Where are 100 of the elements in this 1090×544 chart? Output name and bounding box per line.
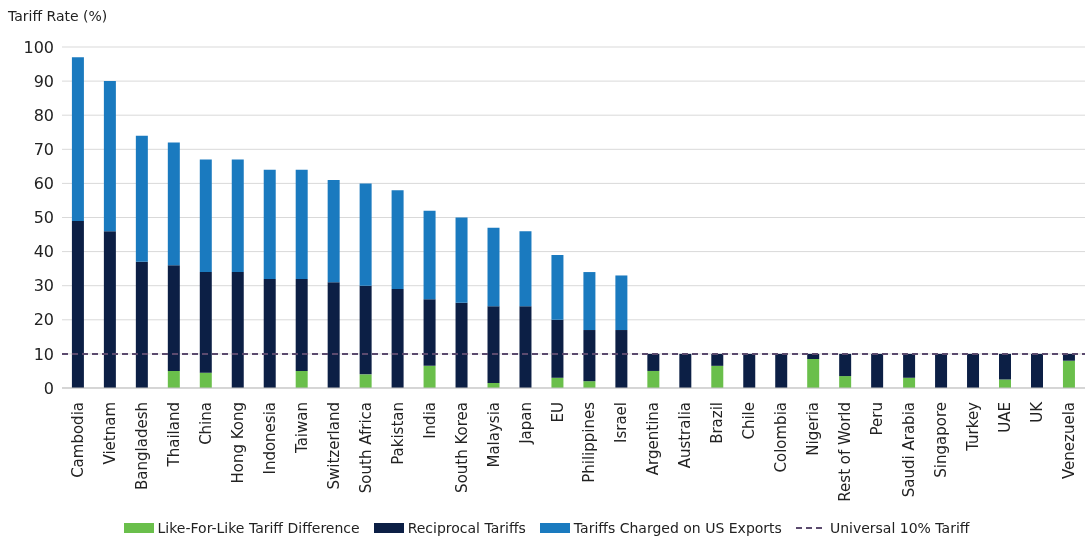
x-tick-label: Turkey	[964, 401, 983, 452]
x-tick-label: Saudi Arabia	[900, 402, 919, 498]
x-tick-label: Colombia	[772, 402, 791, 473]
bar	[135, 261, 148, 388]
bar	[71, 220, 84, 388]
bar	[871, 353, 884, 388]
bar	[519, 231, 532, 307]
bar	[199, 159, 212, 273]
x-tick-label: Hong Kong	[228, 402, 247, 484]
legend-label: Tariffs Charged on US Exports	[573, 520, 782, 536]
x-tick-label: China	[196, 402, 215, 445]
bar	[839, 376, 852, 388]
bar	[103, 231, 116, 388]
bar	[263, 169, 276, 279]
x-tick-label: Venezuela	[1060, 402, 1079, 480]
x-tick-label: Thailand	[164, 402, 183, 468]
bar	[839, 353, 852, 377]
bar	[743, 353, 756, 388]
bar	[167, 370, 180, 388]
bar	[935, 353, 948, 388]
bar	[807, 359, 820, 388]
x-tick-label: Brazil	[708, 402, 727, 444]
y-tick-label: 90	[33, 71, 54, 91]
x-tick-label: Singapore	[932, 402, 951, 478]
bar	[583, 330, 596, 382]
bar	[295, 370, 308, 388]
x-tick-label: Chile	[740, 402, 759, 440]
x-tick-label: Indonesia	[260, 402, 279, 475]
bar	[647, 370, 660, 388]
bar	[711, 365, 724, 388]
bar	[295, 278, 308, 371]
bar	[391, 190, 404, 290]
x-tick-label: South Korea	[452, 402, 471, 493]
y-tick-label: 30	[33, 276, 54, 296]
bar	[71, 57, 84, 221]
y-tick-label: 10	[33, 344, 54, 364]
x-tick-label: Peru	[868, 402, 887, 436]
bar	[551, 319, 564, 378]
bar	[231, 272, 244, 388]
bar	[327, 179, 340, 283]
bar	[359, 285, 372, 375]
bar	[519, 306, 532, 388]
x-tick-label: EU	[548, 402, 567, 423]
y-tick-label: 50	[33, 208, 54, 228]
bar	[615, 330, 628, 388]
bar	[647, 353, 660, 371]
bar	[359, 183, 372, 286]
bar	[1062, 353, 1075, 361]
bar	[423, 299, 436, 366]
x-tick-label: Cambodia	[68, 402, 87, 478]
y-axis-title: Tariff Rate (%)	[8, 8, 108, 24]
bar	[615, 275, 628, 331]
y-tick-label: 80	[33, 105, 54, 125]
x-tick-label: Israel	[612, 402, 631, 443]
x-tick-label: Australia	[676, 402, 695, 469]
bar	[551, 255, 564, 320]
bar	[487, 306, 500, 383]
bar	[679, 353, 692, 388]
x-tick-label: UAE	[996, 402, 1015, 433]
y-tick-label: 60	[33, 174, 54, 194]
bar	[327, 282, 340, 388]
bar	[167, 142, 180, 266]
bar	[1030, 353, 1043, 388]
bar	[167, 265, 180, 371]
x-tick-label: South Africa	[356, 402, 375, 494]
x-tick-label: Pakistan	[388, 402, 407, 465]
bar	[359, 374, 372, 388]
x-tick-label: Rest of World	[836, 402, 855, 502]
legend-label: Universal 10% Tariff	[829, 520, 970, 536]
x-tick-label: Bangladesh	[132, 402, 151, 490]
bar	[295, 169, 308, 279]
bar	[423, 210, 436, 300]
x-tick-label: Japan	[516, 402, 535, 445]
x-tick-label: India	[420, 402, 439, 439]
bar	[903, 353, 916, 378]
bar	[455, 302, 468, 388]
bar	[487, 227, 500, 307]
bar	[583, 272, 596, 331]
bar	[967, 353, 980, 388]
y-tick-label: 0	[43, 378, 54, 398]
bar	[231, 159, 244, 273]
bar	[391, 289, 404, 388]
bar	[199, 272, 212, 373]
legend-label: Like-For-Like Tariff Difference	[157, 520, 360, 536]
y-tick-label: 100	[23, 37, 54, 57]
bar	[199, 372, 212, 388]
bar	[711, 353, 724, 366]
bar	[263, 278, 276, 388]
bar	[1062, 360, 1075, 388]
bar	[423, 365, 436, 388]
bar	[103, 81, 116, 232]
x-tick-label: Philippines	[580, 401, 599, 483]
y-tick-label: 70	[33, 139, 54, 159]
bar	[455, 217, 468, 303]
x-tick-label: UK	[1028, 400, 1047, 423]
bar	[135, 135, 148, 262]
bar	[775, 353, 788, 388]
y-tick-label: 20	[33, 310, 54, 330]
x-tick-label: Argentina	[644, 402, 663, 476]
y-tick-label: 40	[33, 242, 54, 262]
